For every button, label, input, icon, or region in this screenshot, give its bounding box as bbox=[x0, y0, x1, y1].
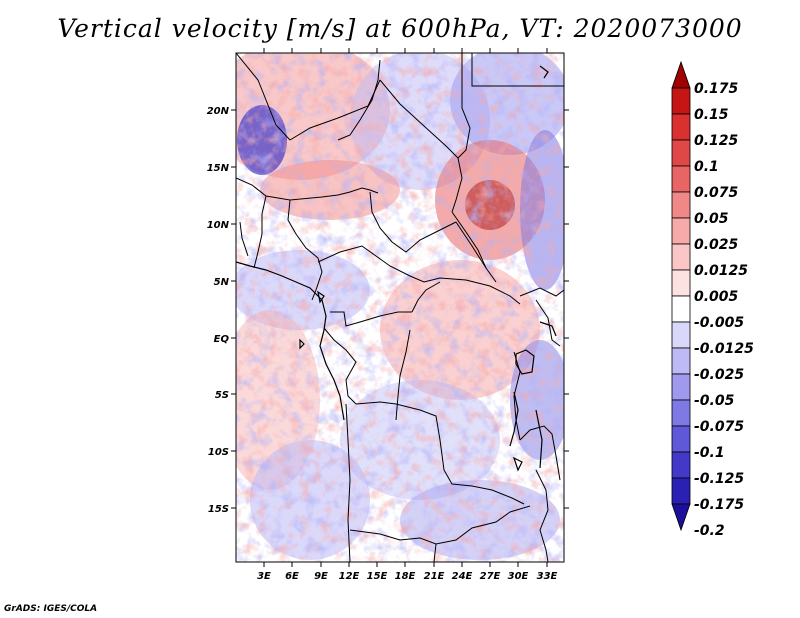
colorbar-swatch bbox=[671, 451, 691, 479]
colorbar-label: 0.175 bbox=[694, 81, 739, 97]
lon-label-21e: 21E bbox=[424, 571, 445, 582]
lat-label-5s: 5S bbox=[215, 390, 229, 401]
grads-credit: GrADS: IGES/COLA bbox=[4, 604, 98, 614]
colorbar-label: 0.025 bbox=[694, 237, 739, 253]
longitude-axis bbox=[263, 48, 548, 567]
colorbar-label: -0.0125 bbox=[694, 341, 754, 357]
colorbar-swatch bbox=[671, 243, 691, 271]
colorbar-swatch bbox=[671, 295, 691, 323]
lon-label-12e: 12E bbox=[339, 571, 360, 582]
lon-label-9e: 9E bbox=[314, 571, 328, 582]
colorbar-label: 0.1 bbox=[694, 159, 719, 175]
colorbar-top-arrow bbox=[671, 60, 691, 89]
lat-label-15n: 15N bbox=[207, 163, 230, 174]
lon-label-24e: 24E bbox=[452, 571, 473, 582]
colorbar-label: -0.025 bbox=[694, 367, 744, 383]
colorbar-swatch bbox=[671, 113, 691, 141]
colorbar-label: -0.05 bbox=[694, 393, 735, 409]
colorbar-swatch bbox=[671, 399, 691, 427]
lat-label-eq: EQ bbox=[214, 334, 230, 345]
velocity-field bbox=[236, 53, 564, 562]
colorbar-label: -0.075 bbox=[694, 419, 744, 435]
country-borders bbox=[236, 53, 564, 562]
lat-label-10s: 10S bbox=[208, 447, 229, 458]
latitude-axis bbox=[231, 109, 569, 509]
colorbar-label: -0.175 bbox=[694, 497, 744, 513]
colorbar-label: -0.1 bbox=[694, 445, 725, 461]
colorbar-label: 0.075 bbox=[694, 185, 739, 201]
lat-label-5n: 5N bbox=[214, 277, 230, 288]
colorbar-label: 0.0125 bbox=[694, 263, 748, 279]
lat-label-15s: 15S bbox=[208, 504, 229, 515]
colorbar-labels: 0.175 0.15 0.125 0.1 0.075 0.05 0.025 0.0125 0.0… bbox=[694, 81, 754, 539]
colorbar-label: 0.15 bbox=[694, 107, 729, 123]
page-title: Vertical velocity [m/s] at 600hPa, VT: 2… bbox=[57, 14, 743, 43]
lat-label-20n: 20N bbox=[207, 106, 230, 117]
colorbar-swatch bbox=[671, 217, 691, 245]
colorbar-label: 0.005 bbox=[694, 289, 739, 305]
colorbar-swatch bbox=[671, 269, 691, 297]
colorbar-label: -0.125 bbox=[694, 471, 744, 487]
colorbar-swatch bbox=[671, 373, 691, 401]
colorbar-swatch bbox=[671, 477, 691, 505]
colorbar-swatch bbox=[671, 425, 691, 453]
colorbar-swatch bbox=[671, 139, 691, 167]
lon-label-15e: 15E bbox=[367, 571, 388, 582]
map-frame bbox=[235, 52, 565, 563]
lat-label-10n: 10N bbox=[207, 220, 230, 231]
colorbar-swatch bbox=[671, 87, 691, 115]
coastline-details bbox=[236, 65, 557, 472]
colorbar bbox=[671, 60, 691, 532]
colorbar-swatch bbox=[671, 347, 691, 375]
lon-label-18e: 18E bbox=[395, 571, 416, 582]
lon-label-3e: 3E bbox=[257, 571, 271, 582]
colorbar-label: 0.125 bbox=[694, 133, 739, 149]
lon-label-30e: 30E bbox=[508, 571, 529, 582]
lon-label-6e: 6E bbox=[285, 571, 299, 582]
colorbar-swatch bbox=[671, 165, 691, 193]
colorbar-bottom-arrow bbox=[671, 503, 691, 532]
colorbar-label: -0.005 bbox=[694, 315, 744, 331]
colorbar-swatch bbox=[671, 191, 691, 219]
colorbar-swatch bbox=[671, 321, 691, 349]
colorbar-label: 0.05 bbox=[694, 211, 729, 227]
lon-label-27e: 27E bbox=[480, 571, 501, 582]
colorbar-label: -0.2 bbox=[694, 523, 725, 539]
lon-label-33e: 33E bbox=[537, 571, 558, 582]
